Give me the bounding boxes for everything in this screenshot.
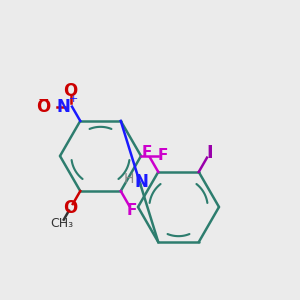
Text: F: F — [142, 146, 152, 160]
Text: CH₃: CH₃ — [50, 217, 73, 230]
Text: N: N — [135, 173, 149, 191]
Text: H: H — [124, 172, 134, 185]
Text: O: O — [63, 199, 78, 217]
Text: O: O — [36, 98, 50, 116]
Text: F: F — [127, 202, 137, 217]
Text: I: I — [206, 144, 213, 162]
Text: O: O — [63, 82, 78, 100]
Text: N: N — [57, 98, 70, 116]
Text: +: + — [69, 94, 78, 104]
Text: −: − — [38, 93, 49, 107]
Text: F: F — [158, 148, 168, 164]
